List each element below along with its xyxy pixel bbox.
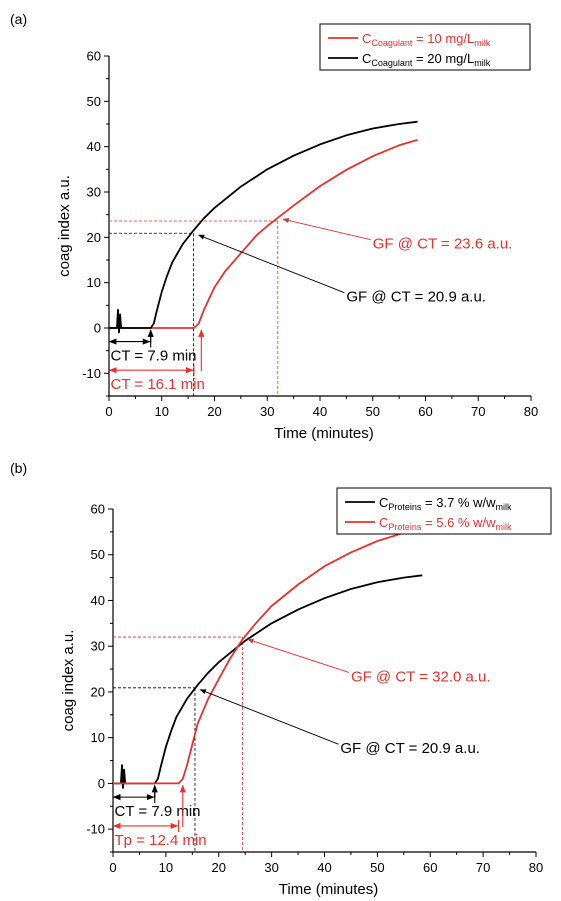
y-tick-label: 10 [87,275,101,290]
y-tick-label: 30 [91,639,105,654]
x-tick-label: 80 [524,404,538,419]
annotation-label: GF @ CT = 32.0 a.u. [351,668,491,685]
annotation-label: GF @ CT = 20.9 a.u. [340,740,480,757]
x-tick-label: 30 [264,860,278,875]
x-tick-label: 20 [207,404,221,419]
y-tick-label: 50 [87,94,101,109]
y-tick-label: 0 [94,321,101,336]
x-tick-label: 10 [159,860,173,875]
bracket-label: CT = 16.1 min [111,376,205,393]
y-tick-label: 0 [98,776,105,791]
annotation-label: GF @ CT = 20.9 a.u. [346,289,486,306]
y-tick-label: -10 [82,366,101,381]
panel-b: (b) 0 10 20 30 40 50 60 70 80 -10 0 10 20 30 40 50 60 Time… [10,460,551,898]
x-axis-label: Time (minutes) [279,881,378,898]
bracket-label: CT = 7.9 min [111,348,197,365]
annotation-label: GF @ CT = 23.6 a.u. [373,236,513,253]
x-tick-label: 80 [529,860,543,875]
panel-label: (b) [10,460,27,476]
x-tick-label: 50 [366,404,380,419]
y-tick-label: 10 [91,730,105,745]
x-tick-label: 60 [418,404,432,419]
y-tick-label: 50 [91,547,105,562]
x-tick-label: 70 [471,404,485,419]
x-tick-label: 40 [313,404,327,419]
y-tick-label: 40 [91,593,105,608]
x-tick-label: 60 [423,860,437,875]
x-axis-label: Time (minutes) [274,425,373,442]
x-tick-label: 30 [260,404,274,419]
y-tick-label: 40 [87,139,101,154]
x-tick-label: 50 [370,860,384,875]
x-tick-label: 70 [476,860,490,875]
x-tick-label: 0 [105,404,112,419]
y-axis-label: coag index a.u. [60,630,77,732]
y-tick-label: 60 [91,502,105,517]
annotation-arrow [199,235,345,293]
y-tick-label: 30 [87,185,101,200]
x-tick-label: 0 [109,860,116,875]
panel-a: (a) 0 10 20 30 40 50 60 70 80 -10 0 10 20 30 40 50 60 Time… [10,11,538,442]
bracket-label: Tp = 12.4 min [115,832,207,849]
y-tick-label: 20 [91,684,105,699]
y-tick-label: -10 [86,822,105,837]
bracket-label: CT = 7.9 min [115,803,201,820]
y-tick-label: 60 [87,49,101,64]
annotation-arrow [200,690,338,745]
panel-label: (a) [10,11,27,27]
x-tick-label: 10 [155,404,169,419]
y-tick-label: 20 [87,230,101,245]
annotation-arrow [283,219,371,239]
x-tick-label: 20 [212,860,226,875]
y-axis-label: coag index a.u. [56,175,73,277]
x-tick-label: 40 [317,860,331,875]
annotation-arrow [248,639,349,672]
